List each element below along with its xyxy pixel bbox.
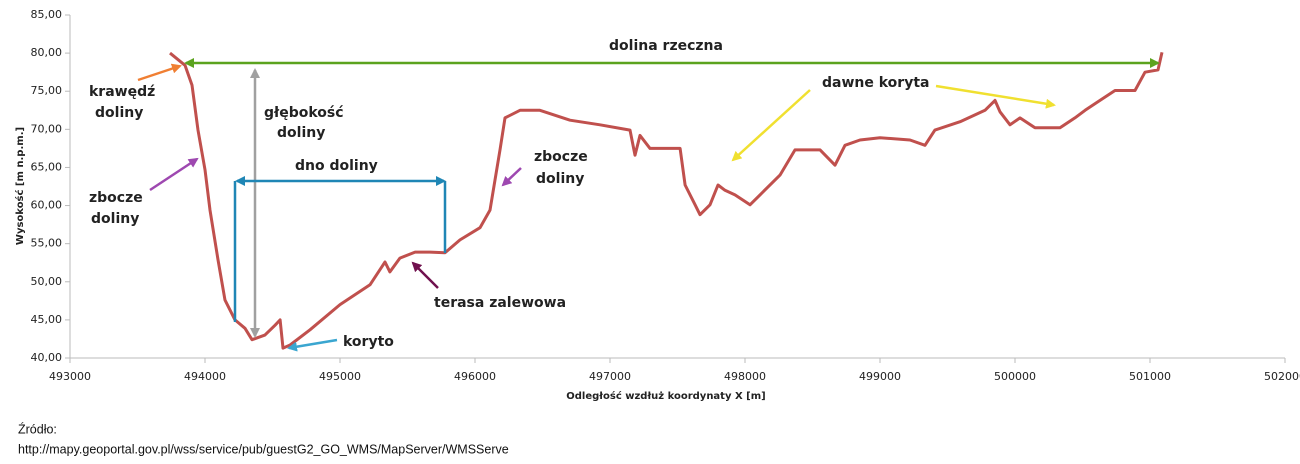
x-tick-label: 493000 <box>49 370 91 383</box>
y-tick-label: 60,00 <box>31 199 63 212</box>
annotation: dawne koryta <box>822 75 929 91</box>
x-tick-label: 494000 <box>184 370 226 383</box>
annotation: doliny <box>536 171 584 187</box>
arrow <box>501 167 522 187</box>
annotation: głębokość <box>264 105 344 121</box>
y-tick-label: 55,00 <box>31 237 63 250</box>
y-tick-label: 70,00 <box>31 122 63 135</box>
arrow <box>731 89 811 162</box>
x-tick-label: 495000 <box>319 370 361 383</box>
annotation: zbocze <box>534 149 588 165</box>
y-tick-label: 80,00 <box>31 46 63 59</box>
x-tick-label: 500000 <box>994 370 1036 383</box>
arrow <box>411 261 439 289</box>
annotation: dolina rzeczna <box>609 38 723 54</box>
annotation: doliny <box>277 125 325 141</box>
arrow <box>149 157 199 192</box>
arrow <box>137 63 182 82</box>
y-tick-label: 50,00 <box>31 275 63 288</box>
annotation-arrows <box>137 58 1160 352</box>
x-tick-label: 496000 <box>454 370 496 383</box>
annotation: krawędź <box>89 84 155 100</box>
x-tick-label: 501000 <box>1129 370 1171 383</box>
arrow <box>935 84 1056 109</box>
annotation: doliny <box>91 211 139 227</box>
annotation: terasa zalewowa <box>434 295 566 311</box>
annotation: koryto <box>343 334 394 350</box>
x-tick-label: 499000 <box>859 370 901 383</box>
plot-area: 40,00 45,00 50,00 55,00 60,00 65,00 70,00 75,00… <box>31 8 1300 383</box>
x-tick-label: 502000 <box>1264 370 1300 383</box>
y-tick-label: 65,00 <box>31 160 63 173</box>
source-label: Źródło: <box>18 421 57 436</box>
profile-line <box>169 51 1164 350</box>
annotation: zbocze <box>89 190 143 206</box>
y-tick-label: 85,00 <box>31 8 63 21</box>
y-tick-label: 75,00 <box>31 84 63 97</box>
y-tick-label: 45,00 <box>31 313 63 326</box>
annotation: dno doliny <box>295 158 378 174</box>
annotations: dolina rzeczna krawędź doliny głębokość … <box>89 38 929 350</box>
y-axis-title: Wysokość [m n.p.m.] <box>14 127 26 245</box>
x-axis-title: Odległość wzdłuż koordynaty X [m] <box>566 390 765 402</box>
source-url: http://mapy.geoportal.gov.pl/wss/service… <box>18 442 509 456</box>
x-tick-label: 498000 <box>724 370 766 383</box>
y-tick-label: 40,00 <box>31 351 63 364</box>
x-tick-label: 497000 <box>589 370 631 383</box>
arrow <box>287 338 338 352</box>
annotation: doliny <box>95 105 143 121</box>
